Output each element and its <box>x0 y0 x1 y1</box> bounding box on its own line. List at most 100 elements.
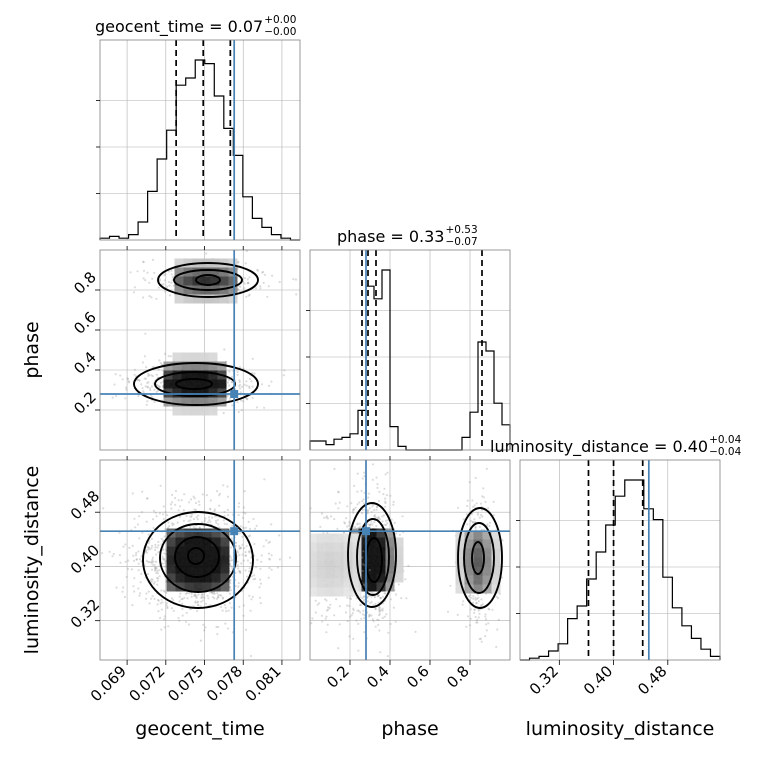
sample-point <box>133 517 136 520</box>
density-cell <box>211 528 221 538</box>
sample-point <box>337 490 340 493</box>
sample-point <box>338 605 341 608</box>
sample-point <box>229 546 233 549</box>
sample-point <box>384 500 387 503</box>
sample-point <box>204 517 207 520</box>
sample-point <box>501 539 504 542</box>
sample-point <box>177 616 180 620</box>
sample-point <box>385 494 389 497</box>
sample-point <box>371 505 374 508</box>
sample-point <box>144 550 148 553</box>
density-cell <box>172 397 182 407</box>
sample-point <box>488 524 491 528</box>
sample-point <box>199 605 202 608</box>
sample-point <box>200 596 203 599</box>
sample-point <box>257 269 260 272</box>
density-cell <box>208 406 218 416</box>
contour-line <box>463 522 495 594</box>
density-cell <box>334 569 344 579</box>
x-axis-label-geocent_time: geocent_time <box>135 718 264 740</box>
sample-point <box>159 381 163 384</box>
sample-point <box>378 614 381 617</box>
sample-point <box>384 505 387 508</box>
density-cell <box>181 379 191 389</box>
sample-point <box>202 623 205 626</box>
sample-point <box>217 523 220 526</box>
sample-point <box>157 368 160 371</box>
density-cell <box>174 285 184 295</box>
sample-point <box>238 380 241 384</box>
sample-point <box>230 606 233 609</box>
sample-point <box>208 507 211 510</box>
contour-line <box>174 536 220 578</box>
sample-point <box>482 487 485 490</box>
sample-point <box>145 497 148 500</box>
sample-point <box>343 531 346 534</box>
sample-point <box>163 557 166 561</box>
sample-point <box>139 581 142 584</box>
sample-point <box>197 500 201 503</box>
sample-point <box>256 558 259 562</box>
density-cell <box>473 539 483 549</box>
sample-point <box>226 485 229 488</box>
sample-point <box>216 518 219 522</box>
x-tick-label: 0.078 <box>203 662 246 705</box>
sample-point <box>180 598 183 601</box>
sample-point <box>192 495 195 498</box>
sample-point <box>357 609 360 612</box>
sample-point <box>267 552 271 555</box>
sample-point <box>260 554 263 557</box>
sample-point <box>279 585 281 587</box>
sample-point <box>126 567 130 571</box>
sample-point <box>163 352 167 355</box>
density-cell <box>455 584 465 594</box>
sample-point <box>136 523 140 526</box>
sample-point <box>356 503 359 506</box>
x-tick-label: 0.069 <box>87 662 130 705</box>
sample-point <box>278 558 281 561</box>
sample-point <box>466 615 470 618</box>
sample-point <box>226 508 229 511</box>
contour-line <box>157 262 259 298</box>
sample-point <box>480 508 484 512</box>
sample-point <box>370 510 373 514</box>
sample-point <box>466 523 469 526</box>
sample-point <box>295 293 298 296</box>
sample-point <box>259 578 262 581</box>
density-cell <box>190 361 200 371</box>
sample-point <box>362 498 365 501</box>
sample-point <box>469 617 472 620</box>
sample-point <box>142 260 145 263</box>
sample-point <box>194 601 197 604</box>
sample-point <box>285 557 287 559</box>
sample-point <box>160 363 163 366</box>
density-cell <box>316 533 326 543</box>
sample-point <box>112 552 115 556</box>
sample-point <box>145 592 148 595</box>
sample-point <box>133 373 136 376</box>
sample-point <box>245 628 248 631</box>
sample-point <box>353 484 356 487</box>
density-cell <box>201 294 211 304</box>
panel-grid <box>310 310 510 404</box>
y-axis-label-phase: phase <box>21 321 43 378</box>
sample-point <box>468 624 472 627</box>
sample-point <box>307 557 309 559</box>
sample-point <box>474 525 477 529</box>
sample-point <box>242 511 245 514</box>
sample-point <box>374 516 377 519</box>
density-cell <box>210 276 220 286</box>
sample-point <box>348 635 351 638</box>
sample-point <box>161 549 164 552</box>
sample-point <box>215 521 218 525</box>
sample-point <box>262 281 265 284</box>
density-cell <box>181 397 191 407</box>
density-cell <box>358 573 368 583</box>
contour-line <box>187 547 205 565</box>
sample-point <box>126 378 130 381</box>
sample-point <box>180 499 183 502</box>
density-cell <box>310 578 317 588</box>
sample-point <box>362 595 365 598</box>
sample-point <box>138 515 141 518</box>
sample-point <box>228 592 231 595</box>
